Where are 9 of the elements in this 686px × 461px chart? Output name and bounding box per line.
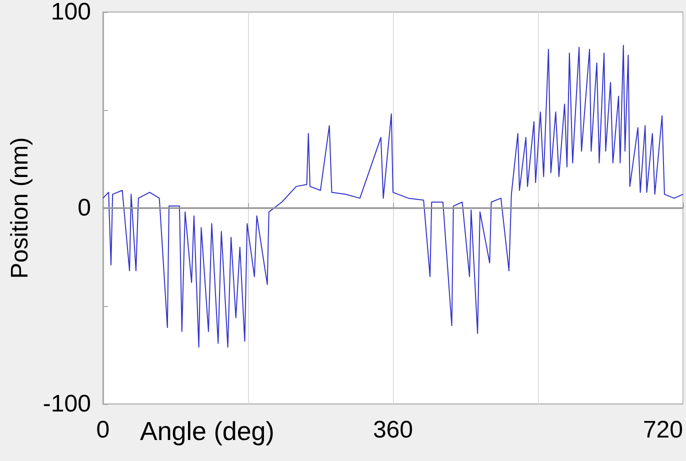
x-tick-label: 0 [96,416,110,444]
line-series [102,44,684,348]
x-axis-title: Angle (deg) [140,416,274,446]
y-tick-label: 0 [78,194,91,222]
x-tick-label: 720 [642,416,683,444]
y-axis-title: Position (nm) [6,137,34,279]
y-tick-label: -100 [42,390,91,418]
y-tick-label: 100 [50,0,91,26]
x-tick-label: 360 [372,416,413,444]
